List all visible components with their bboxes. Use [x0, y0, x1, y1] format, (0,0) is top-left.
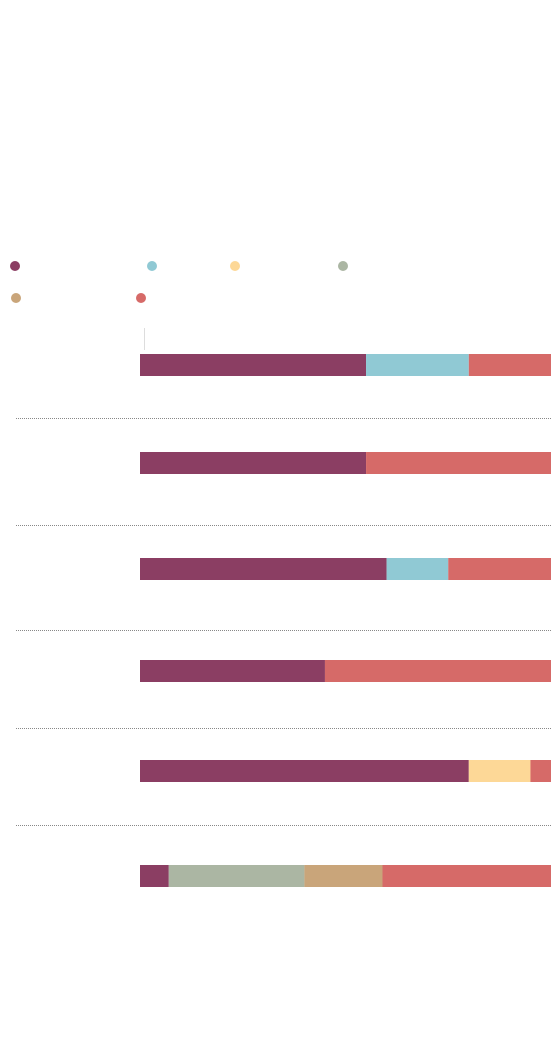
bar-segment	[382, 865, 551, 887]
bar-row	[140, 760, 551, 782]
legend-item	[338, 261, 348, 271]
legend	[10, 261, 348, 303]
legend-marker	[338, 261, 348, 271]
bar-segment	[168, 865, 305, 887]
bar-segment	[140, 354, 367, 376]
bar-row	[140, 558, 551, 580]
bar-segment	[366, 452, 551, 474]
bar-segment	[304, 865, 383, 887]
bar-segment	[140, 760, 469, 782]
bar-segment	[468, 354, 551, 376]
bar-segment	[386, 558, 449, 580]
legend-marker	[10, 261, 20, 271]
bar-segment	[448, 558, 551, 580]
bar-segment	[140, 452, 367, 474]
legend-item	[230, 261, 240, 271]
bar-row	[140, 865, 551, 887]
legend-marker	[230, 261, 240, 271]
legend-item	[11, 293, 21, 303]
legend-marker	[136, 293, 146, 303]
bar-segment	[530, 760, 551, 782]
bar-row	[140, 452, 551, 474]
legend-item	[10, 261, 20, 271]
bars	[140, 354, 551, 887]
bar-segment	[366, 354, 469, 376]
legend-item	[136, 293, 146, 303]
bar-segment	[140, 865, 169, 887]
bar-row	[140, 354, 551, 376]
bar-segment	[140, 558, 387, 580]
bar-segment	[468, 760, 531, 782]
bar-segment	[140, 660, 325, 682]
bar-segment	[324, 660, 551, 682]
legend-item	[147, 261, 157, 271]
legend-marker	[11, 293, 21, 303]
legend-marker	[147, 261, 157, 271]
bar-row	[140, 660, 551, 682]
